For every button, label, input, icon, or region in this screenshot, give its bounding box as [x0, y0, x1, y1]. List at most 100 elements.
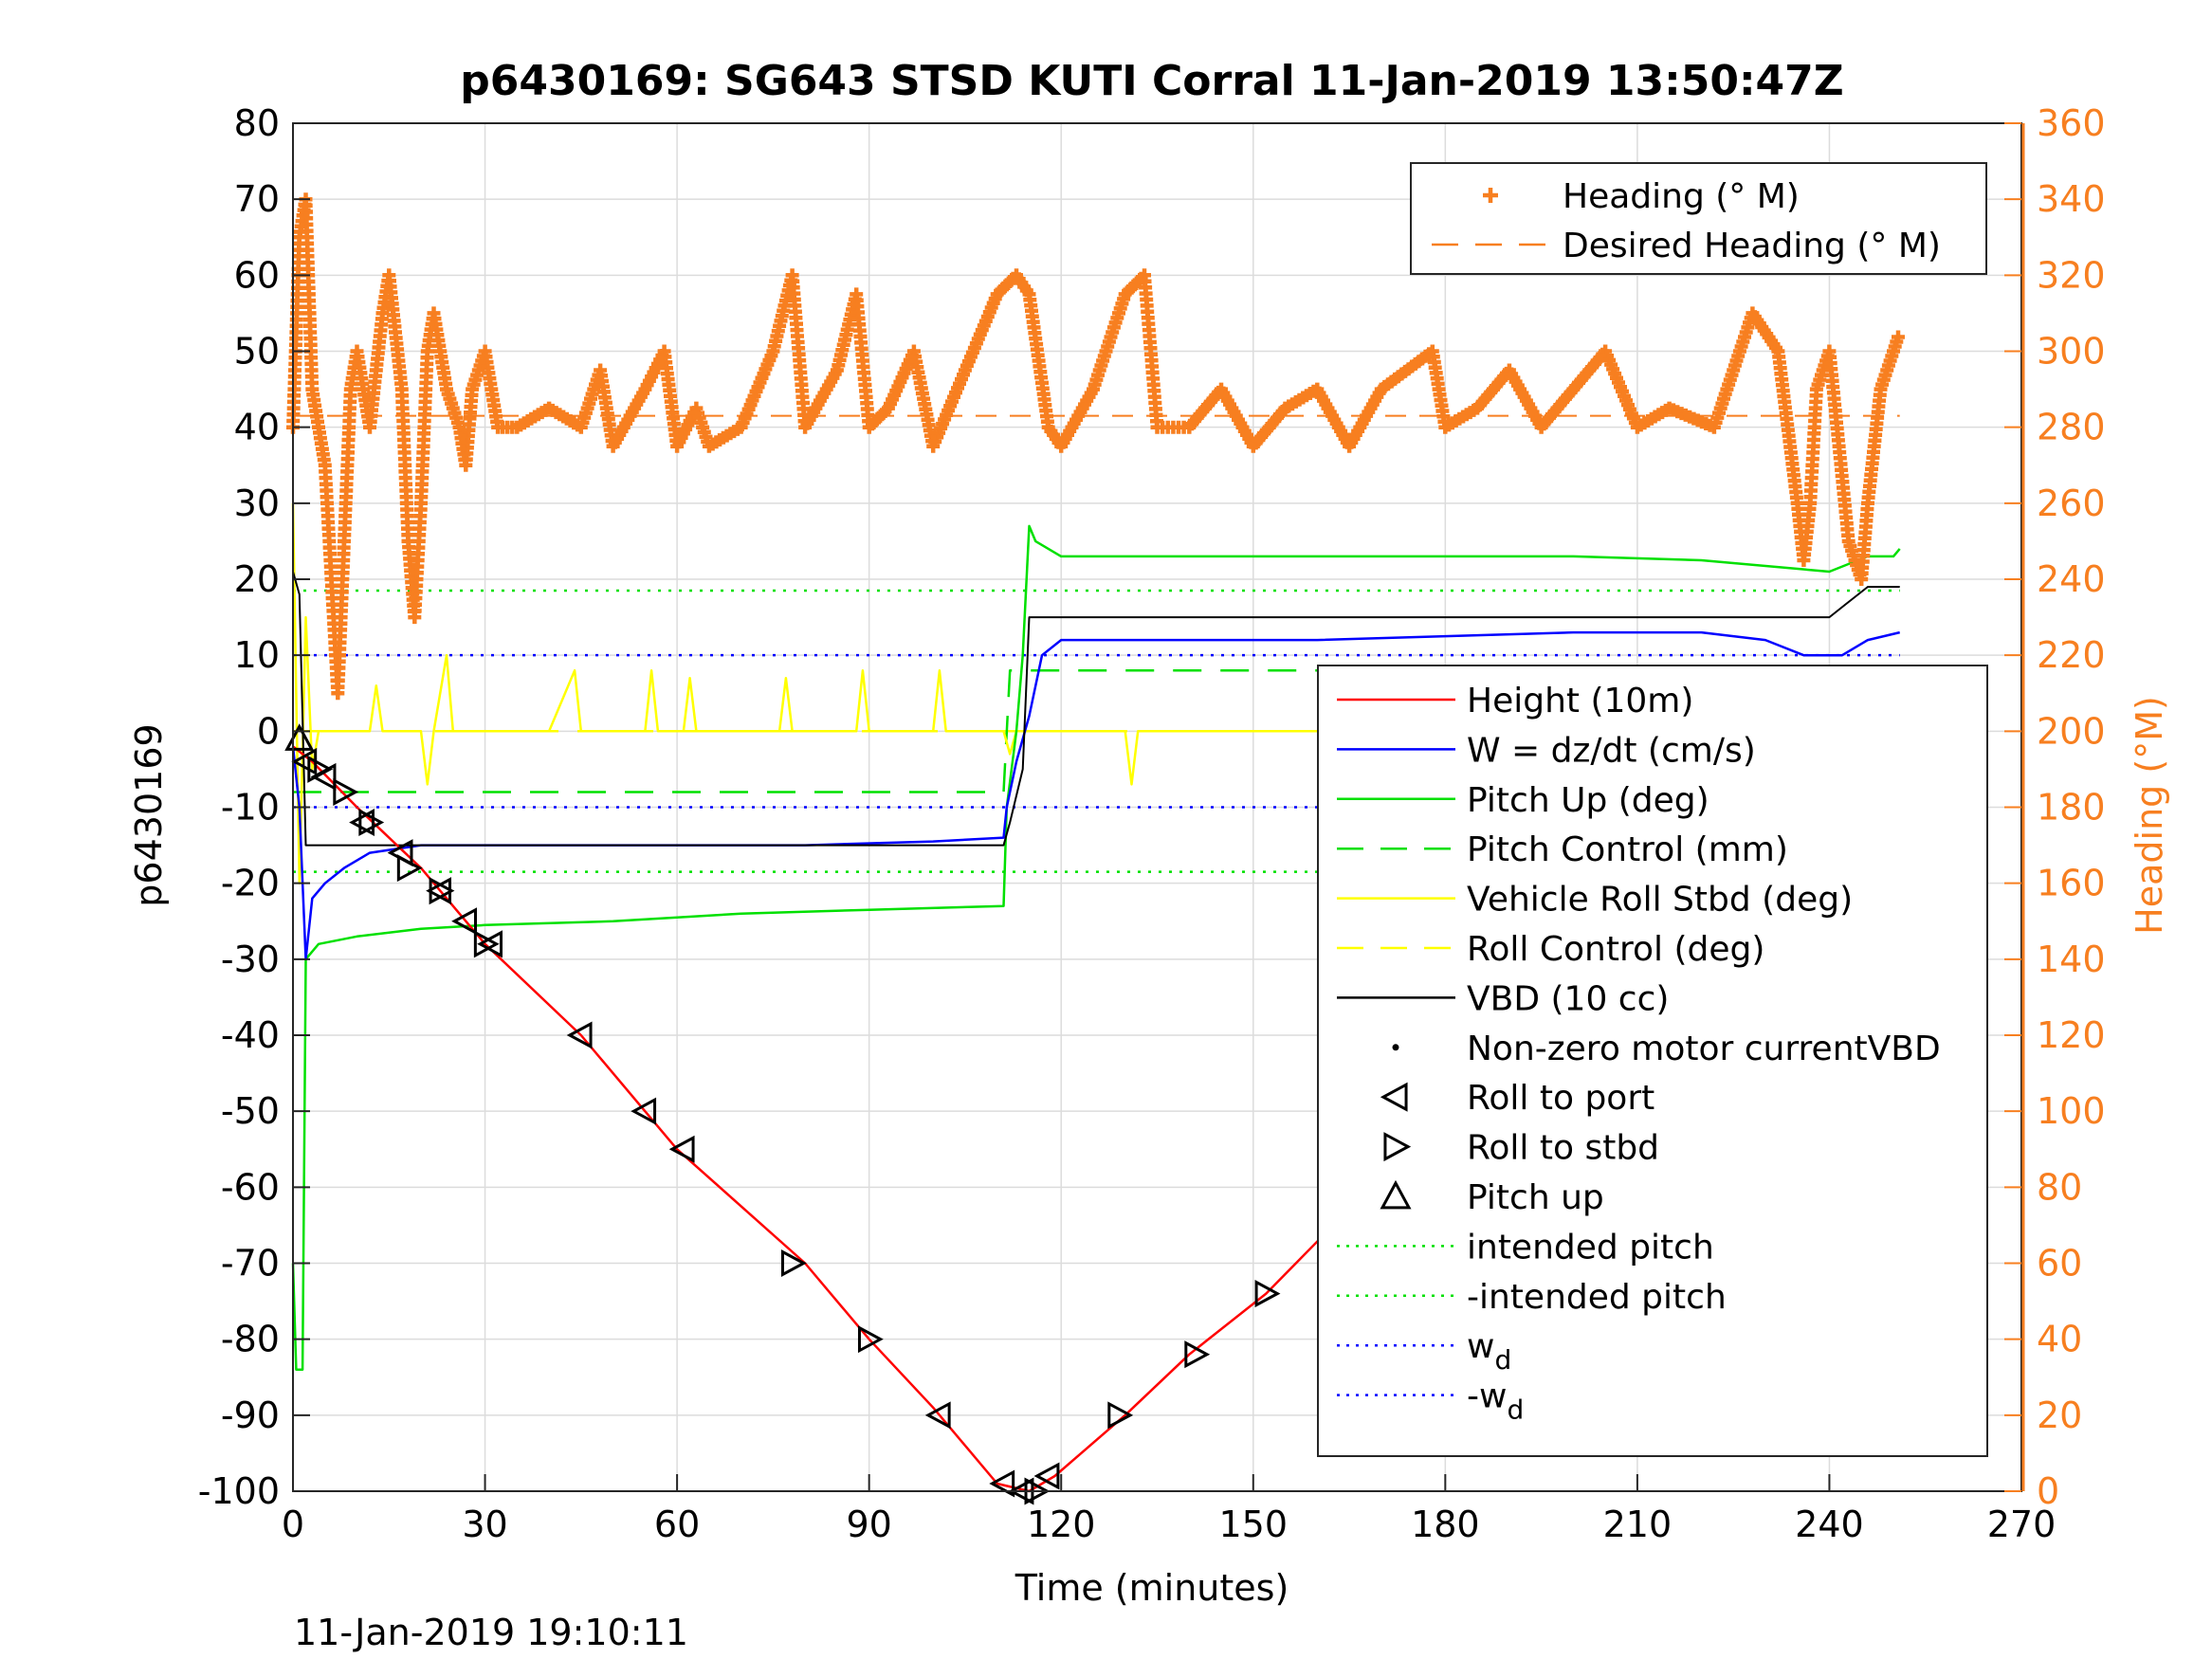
legend-roll-port-swatch	[1380, 1082, 1408, 1112]
x-tick-label: 60	[654, 1504, 700, 1545]
legend-main: Height (10m) W = dz/dt (cm/s) Pitch Up (de…	[1317, 665, 1988, 1457]
legend-main-entry: Height (10m)	[1337, 682, 1693, 720]
roll-to-port-marker	[924, 1401, 951, 1430]
x-tick-label: 240	[1795, 1504, 1864, 1545]
roll-to-stbd-marker	[473, 930, 500, 958]
x-axis-ticks: 0 30 60 90 120 150 180 210 240 270	[282, 1474, 2056, 1545]
footer-timestamp: 11-Jan-2019 19:10:11	[294, 1612, 688, 1653]
y2-tick-label: 240	[2037, 558, 2106, 600]
x-tick-label: 210	[1603, 1504, 1673, 1545]
legend-label: Height (10m)	[1467, 682, 1693, 720]
series-heading	[286, 192, 1905, 701]
y2-tick-label: 60	[2037, 1243, 2082, 1285]
legend-dot-swatch	[1392, 1044, 1399, 1051]
y2-axis-label: Heading (°M)	[2129, 696, 2170, 935]
legend-label: -intended pitch	[1467, 1278, 1727, 1317]
legend-main-entry: W = dz/dt (cm/s)	[1337, 731, 1756, 770]
y-tick-label: -40	[221, 1014, 280, 1056]
roll-to-port-marker	[668, 1135, 695, 1163]
y-tick-label: 30	[234, 483, 280, 524]
roll-to-stbd-marker	[429, 877, 455, 905]
legend-heading-box	[1410, 162, 1987, 275]
roll-to-stbd-marker	[780, 1249, 807, 1278]
legend-label: Pitch Control (mm)	[1467, 830, 1788, 869]
legend-heading-entry: Heading (° M)	[1483, 177, 1800, 216]
y-tick-label: 10	[234, 634, 280, 676]
roll-to-stbd-marker	[1107, 1401, 1134, 1430]
y2-tick-label: 40	[2037, 1319, 2082, 1360]
series-layer	[286, 192, 1905, 1493]
y-tick-label: 20	[234, 558, 280, 600]
y2-tick-label: 160	[2037, 863, 2106, 904]
legend-main-entry: Vehicle Roll Stbd (deg)	[1337, 881, 1853, 920]
y-tick-label: 60	[234, 254, 280, 296]
legend-main-entry: Roll to stbd	[1383, 1129, 1659, 1168]
y2-tick-label: 280	[2037, 407, 2106, 448]
y2-tick-label: 20	[2037, 1395, 2082, 1436]
y2-tick-label: 120	[2037, 1014, 2106, 1056]
y-tick-label: -90	[221, 1395, 280, 1436]
roll-to-stbd-marker	[857, 1325, 884, 1354]
x-tick-label: 180	[1411, 1504, 1480, 1545]
y2-tick-label: 100	[2037, 1090, 2106, 1132]
legend-label: Heading (° M)	[1563, 177, 1800, 216]
x-tick-label: 150	[1219, 1504, 1289, 1545]
y2-tick-label: 0	[2037, 1470, 2059, 1512]
x-tick-label: 270	[1987, 1504, 2057, 1545]
legend-label: Roll Control (deg)	[1467, 930, 1764, 969]
roll-to-port-marker	[451, 907, 477, 936]
y-tick-label: -30	[221, 939, 280, 980]
roll-to-port-marker	[989, 1469, 1015, 1498]
legend-label: Vehicle Roll Stbd (deg)	[1467, 881, 1853, 920]
legend-roll-stbd-swatch	[1383, 1132, 1412, 1162]
roll-to-port-marker	[566, 1021, 593, 1049]
y-tick-label: -70	[221, 1243, 280, 1285]
x-axis-label: Time (minutes)	[1015, 1567, 1289, 1609]
legend-main-box	[1317, 665, 1988, 1457]
legend-main-entry: Roll to port	[1380, 1079, 1654, 1118]
legend-main-entry: Non-zero motor currentVBD	[1392, 1030, 1941, 1068]
legend-pitch-up-swatch	[1380, 1179, 1412, 1210]
x-tick-label: 120	[1027, 1504, 1096, 1545]
y2-tick-label: 260	[2037, 483, 2106, 524]
legend-label: Pitch up	[1467, 1178, 1604, 1217]
y-tick-label: -80	[221, 1319, 280, 1360]
y-tick-label: 80	[234, 102, 280, 144]
series-vbd	[292, 571, 1900, 847]
x-tick-label: 0	[282, 1504, 304, 1545]
y-tick-label: 70	[234, 178, 280, 220]
y-tick-label: -100	[198, 1470, 280, 1512]
x-tick-label: 30	[462, 1504, 507, 1545]
legend-label: Roll to stbd	[1467, 1129, 1659, 1168]
roll-to-port-marker	[349, 809, 375, 837]
legend-main-entry: intended pitch	[1337, 1228, 1714, 1267]
roll-to-port-marker	[477, 930, 503, 958]
series-pitch-control	[293, 668, 1900, 793]
y-tick-label: 0	[257, 710, 280, 752]
y2-tick-label: 220	[2037, 634, 2106, 676]
series-pitch-up	[291, 524, 1901, 1371]
legend-main-items: Height (10m) W = dz/dt (cm/s) Pitch Up (de…	[1337, 682, 1941, 1426]
roll-to-stbd-marker	[358, 809, 385, 837]
roll-to-stbd-marker	[1184, 1340, 1211, 1369]
y-tick-label: -60	[221, 1166, 280, 1208]
y-tick-label: 50	[234, 331, 280, 373]
legend-heading-entry: Desired Heading (° M)	[1432, 227, 1941, 265]
x-tick-label: 90	[846, 1504, 891, 1545]
legend-label: Roll to port	[1467, 1079, 1654, 1118]
legend-label: Pitch Up (deg)	[1467, 781, 1709, 820]
legend-main-entry: -intended pitch	[1337, 1278, 1727, 1317]
legend-label: Desired Heading (° M)	[1563, 227, 1941, 265]
y-tick-label: -50	[221, 1090, 280, 1132]
legend-label: intended pitch	[1467, 1228, 1714, 1267]
y2-tick-label: 300	[2037, 331, 2106, 373]
roll-to-port-marker	[1033, 1462, 1060, 1490]
heading-point	[1892, 330, 1905, 344]
y-tick-label: -10	[221, 787, 280, 829]
chart-title: p6430169: SG643 STSD KUTI Corral 11-Jan-…	[460, 57, 1843, 105]
roll-to-stbd-marker	[333, 777, 359, 806]
legend-main-entry: Pitch up	[1380, 1178, 1604, 1217]
legend-label: W = dz/dt (cm/s)	[1467, 731, 1756, 770]
series-w	[291, 630, 1900, 961]
legend-main-entry: Roll Control (deg)	[1337, 930, 1764, 969]
